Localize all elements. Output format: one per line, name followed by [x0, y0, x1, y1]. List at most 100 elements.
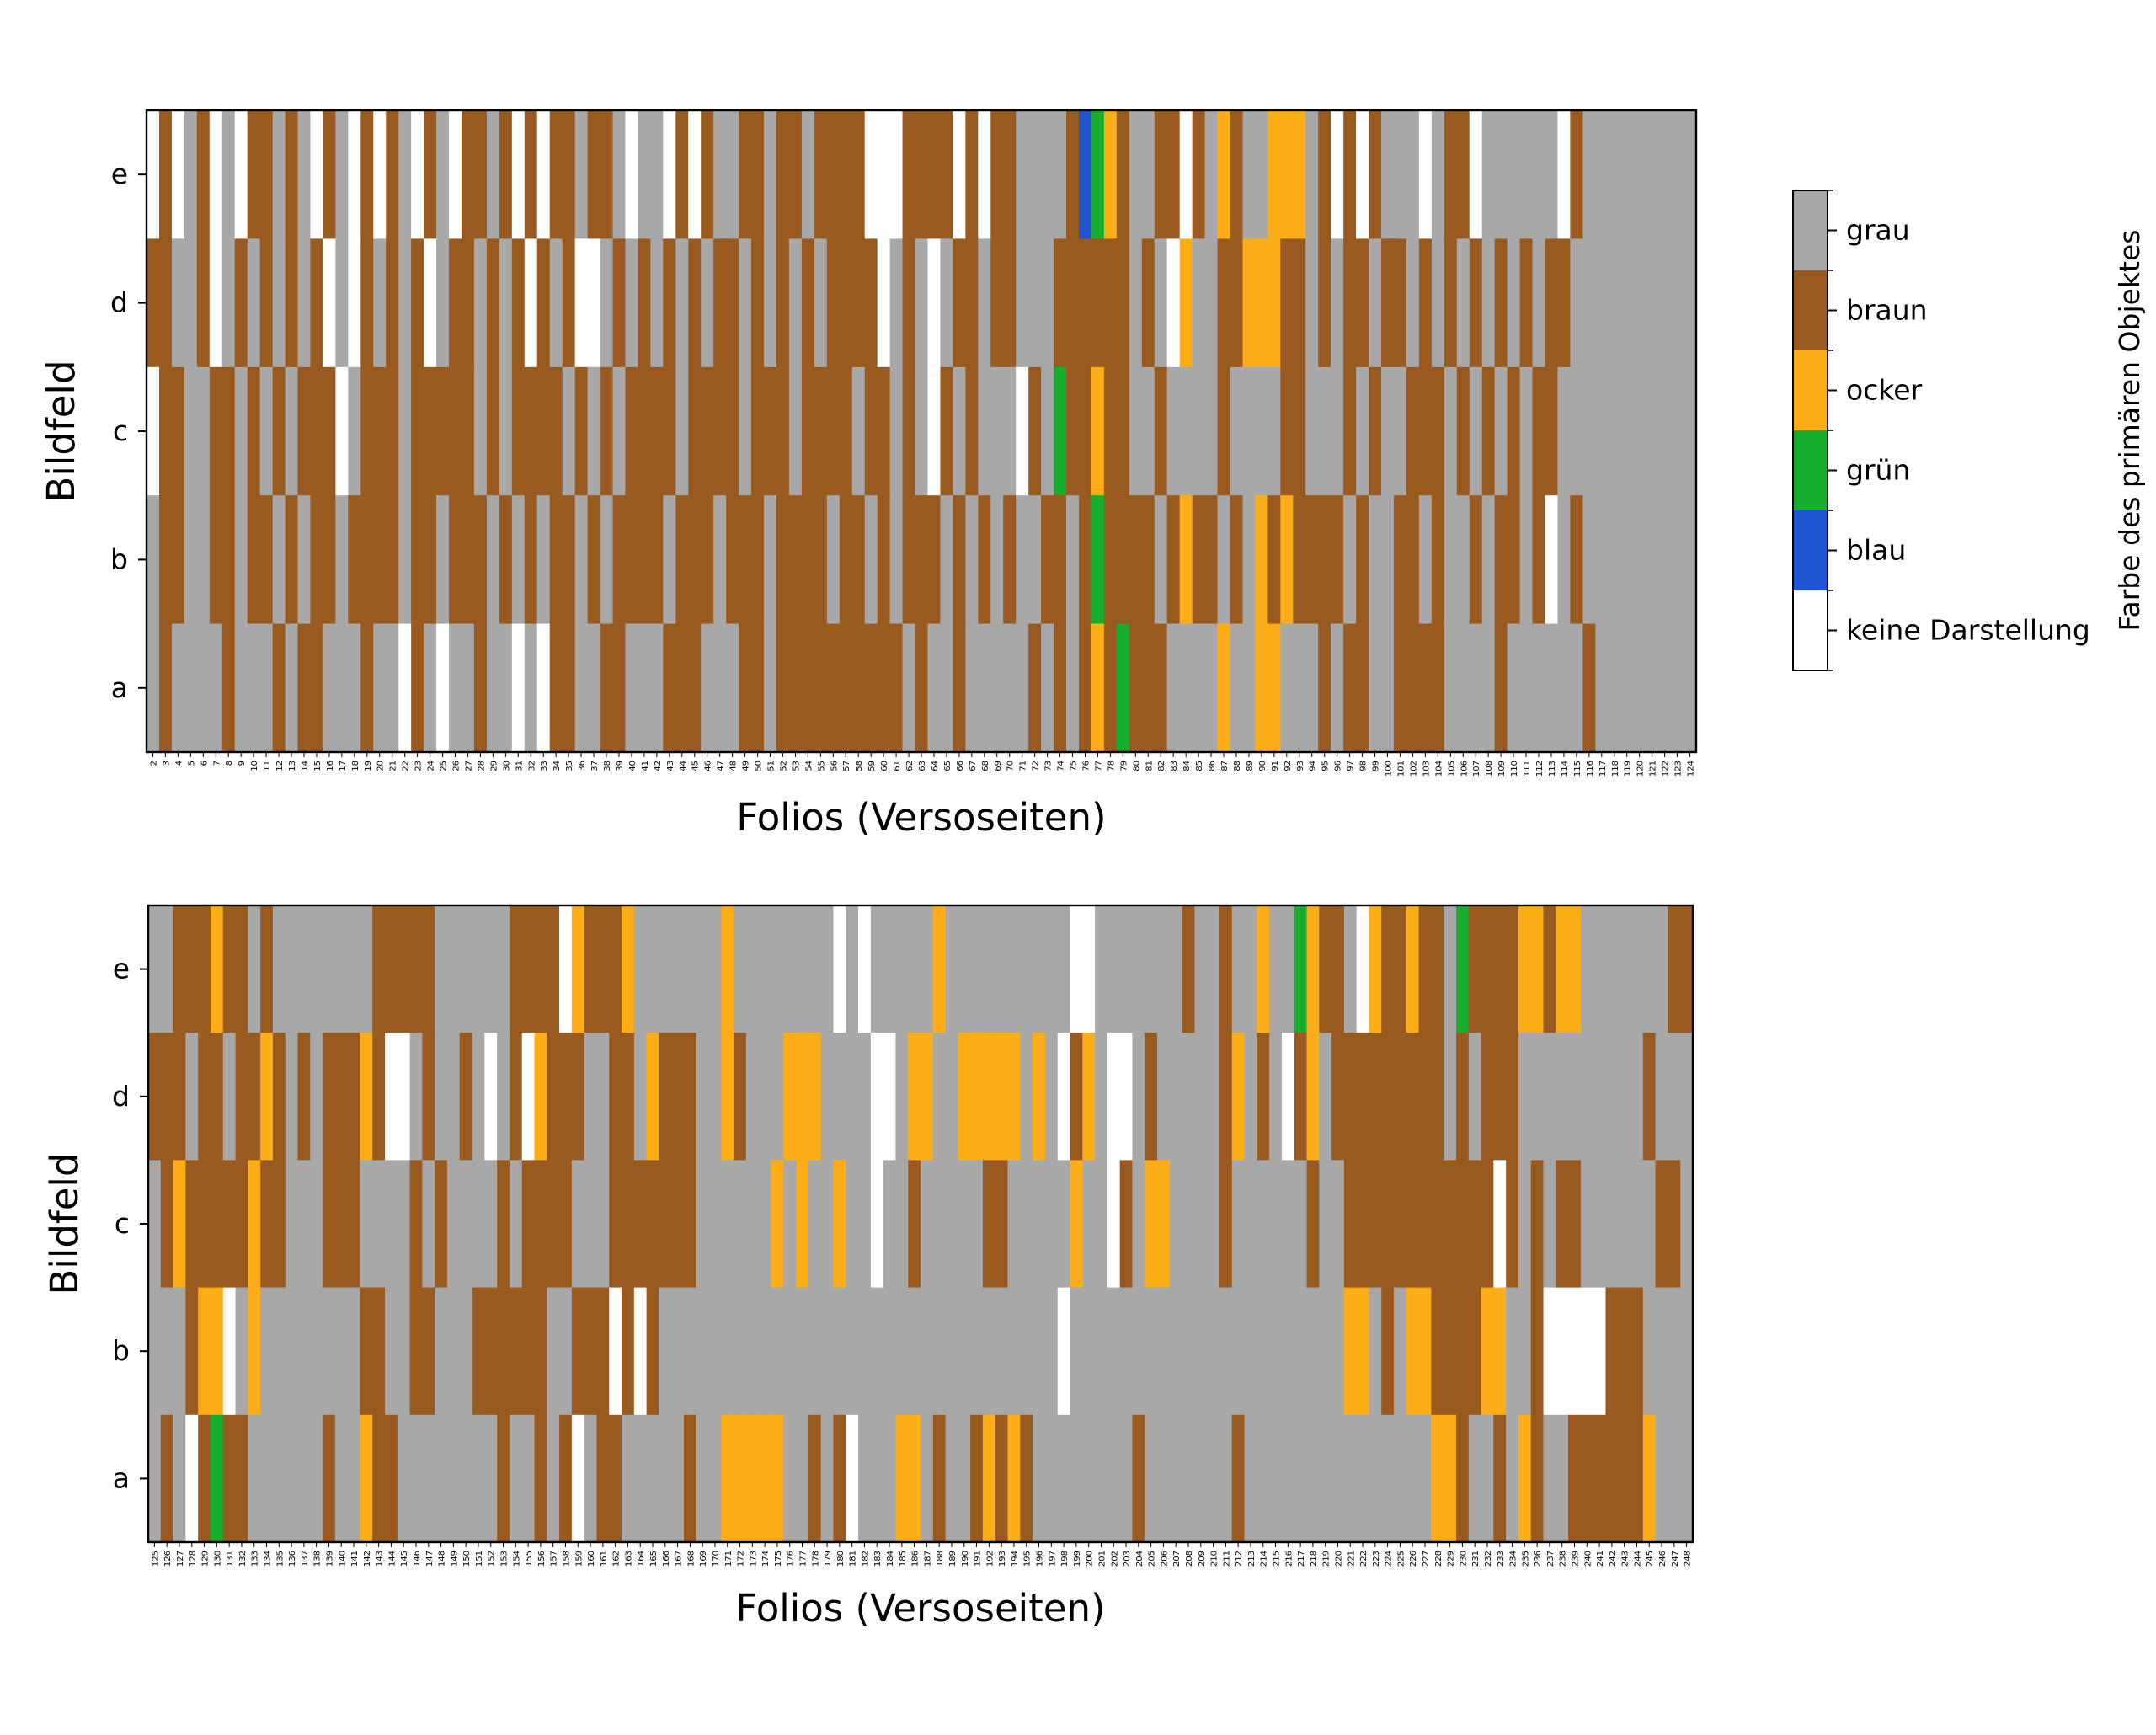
heatmap-cell [1381, 1414, 1395, 1543]
x-tick-label: 227 [1422, 1551, 1431, 1567]
x-tick-label: 47 [717, 761, 726, 771]
heatmap-cell [945, 1287, 958, 1416]
heatmap-cell [739, 495, 752, 624]
heatmap-cell [1219, 1414, 1233, 1543]
heatmap-cell [1020, 1160, 1033, 1288]
heatmap-cell [1680, 1033, 1694, 1161]
x-tick-label: 78 [1107, 761, 1116, 771]
heatmap-cell [158, 623, 173, 753]
heatmap-cell [1028, 495, 1042, 624]
heatmap-cell [1343, 1287, 1358, 1416]
heatmap-cell [259, 238, 273, 368]
heatmap-cell [1116, 495, 1130, 624]
heatmap-cell [571, 1414, 585, 1543]
heatmap-cell [1582, 110, 1596, 239]
heatmap-cell [1381, 1287, 1395, 1416]
heatmap-cell [1169, 1414, 1182, 1543]
heatmap-cell [1219, 1287, 1233, 1416]
heatmap-cell [1680, 1160, 1694, 1288]
x-tick-label: 154 [512, 1551, 521, 1567]
heatmap-cell [386, 110, 399, 239]
x-tick-label: 67 [969, 761, 978, 771]
heatmap-cell [889, 623, 903, 753]
heatmap-cell [1192, 238, 1205, 368]
heatmap-cell [940, 623, 953, 753]
heatmap-cell [1518, 1287, 1532, 1416]
heatmap-cell [1444, 366, 1458, 496]
heatmap-cell [796, 1033, 809, 1161]
heatmap-cell [1207, 1160, 1220, 1288]
heatmap-cell [764, 238, 777, 368]
heatmap-cell [1306, 1287, 1320, 1416]
heatmap-cell [908, 1287, 921, 1416]
heatmap-cell [633, 1414, 648, 1543]
heatmap-cell [995, 905, 1008, 1033]
heatmap-cell [978, 110, 991, 239]
heatmap-cell [1280, 366, 1294, 496]
heatmap-cell [335, 623, 349, 753]
heatmap-cell [671, 1160, 685, 1288]
heatmap-cell [1294, 1287, 1307, 1416]
heatmap-cell [953, 110, 966, 239]
x-tick-label: 158 [562, 1551, 571, 1567]
heatmap-cell [360, 1414, 373, 1543]
x-tick-label: 186 [911, 1551, 921, 1567]
heatmap-cell [1642, 1160, 1657, 1288]
heatmap-cell [1207, 1033, 1220, 1161]
heatmap-cell [814, 238, 828, 368]
heatmap-cell [459, 1033, 472, 1161]
x-tick-label: 123 [1674, 761, 1684, 777]
heatmap-cell [1166, 238, 1181, 368]
heatmap-cell [1054, 110, 1067, 239]
x-tick-label: 82 [1157, 761, 1166, 771]
heatmap-cell [915, 366, 928, 496]
x-tick-label: 178 [811, 1551, 820, 1567]
heatmap-cell [721, 1287, 734, 1416]
y-tick-label: e [111, 157, 128, 190]
heatmap-cell [524, 366, 538, 496]
heatmap-cell [764, 495, 777, 624]
y-axis-label: Bildfeld [42, 1152, 87, 1295]
heatmap-cell [435, 905, 448, 1033]
heatmap-cell [600, 110, 613, 239]
heatmap-cell [461, 238, 475, 368]
heatmap-cell [1493, 1414, 1507, 1543]
heatmap-cell [1642, 1287, 1657, 1416]
heatmap-cell [883, 1414, 896, 1543]
heatmap-cell [334, 1287, 349, 1416]
heatmap-cell [1230, 238, 1243, 368]
heatmap-cell [902, 623, 915, 753]
heatmap-cell [1481, 110, 1496, 239]
x-tick-label: 141 [350, 1551, 360, 1567]
heatmap-cell [198, 1160, 211, 1288]
heatmap-cell [982, 1414, 996, 1543]
heatmap-cell [259, 623, 273, 753]
heatmap-cell [259, 366, 273, 496]
heatmap-cell [688, 238, 702, 368]
heatmap-cell [1154, 110, 1168, 239]
heatmap-cell [521, 1033, 535, 1161]
heatmap-cell [889, 366, 903, 496]
x-tick-label: 79 [1119, 761, 1129, 771]
heatmap-cell [1244, 905, 1257, 1033]
heatmap-cell [323, 366, 336, 496]
heatmap-cell [995, 1414, 1008, 1543]
x-tick-label: 2 [149, 761, 158, 766]
x-tick-label: 26 [452, 761, 462, 771]
y-tick-label: a [111, 671, 128, 704]
heatmap-cell [1556, 1414, 1569, 1543]
heatmap-cell [1518, 1033, 1532, 1161]
heatmap-cell [297, 1414, 311, 1543]
x-tick-label: 146 [413, 1551, 422, 1567]
heatmap-cell [411, 495, 424, 624]
heatmap-cell [310, 905, 323, 1033]
x-tick-label: 116 [1586, 761, 1595, 777]
heatmap-cell [209, 110, 223, 239]
heatmap-cell [758, 905, 771, 1033]
heatmap-cell [1620, 366, 1634, 496]
heatmap-cell [864, 623, 878, 753]
heatmap-cell [1655, 1160, 1668, 1288]
heatmap-cell [801, 623, 815, 753]
heatmap-cell [870, 1160, 884, 1288]
x-tick-label: 60 [880, 761, 889, 771]
